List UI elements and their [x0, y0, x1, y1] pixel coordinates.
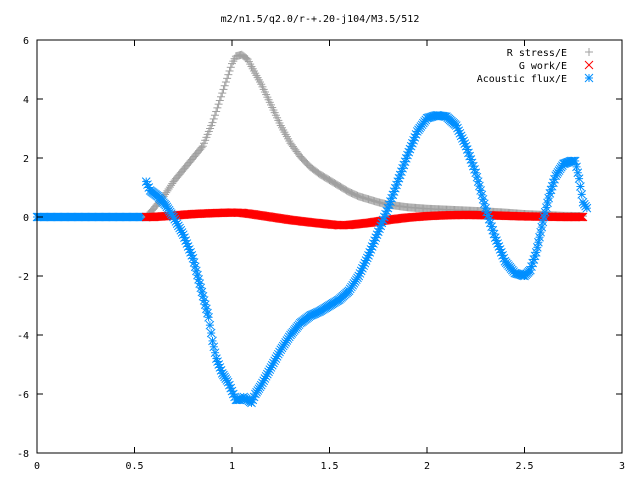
y-tick-label: -8 [17, 449, 29, 460]
r-stress-point [218, 89, 227, 98]
acoustic-flux-point [210, 348, 220, 358]
x-tick-label: 2 [424, 461, 430, 472]
x-tick-label: 3 [619, 461, 625, 472]
g-work-point [574, 212, 583, 222]
r-stress-point [224, 70, 233, 79]
g-work-point [577, 212, 587, 222]
g-work-point [576, 212, 586, 222]
r-stress-point [226, 63, 235, 72]
acoustic-flux-point [209, 342, 219, 352]
legend-marker [584, 73, 594, 83]
y-tick-label: -2 [17, 272, 29, 283]
legend-label: R stress/E [507, 48, 567, 59]
r-stress-point [221, 78, 230, 87]
x-tick-label: 0 [34, 461, 40, 472]
y-tick-label: -4 [17, 331, 29, 342]
y-tick-label: 2 [23, 154, 29, 165]
r-stress-point [208, 118, 217, 127]
acoustic-flux-point [532, 242, 542, 252]
acoustic-flux-point [534, 237, 543, 247]
series-g-work [141, 208, 588, 230]
acoustic-flux-point [205, 320, 215, 330]
chart-title: m2/n1.5/q2.0/r-+.20-j104/M3.5/512 [221, 14, 420, 25]
r-stress-point [217, 92, 226, 101]
acoustic-flux-point [535, 232, 544, 242]
zero-segment [32, 212, 151, 222]
x-tick-label: 0.5 [125, 461, 143, 472]
legend-marker [585, 48, 593, 56]
r-stress-point [223, 74, 232, 83]
series-acoustic-flux [141, 110, 592, 408]
g-work-point [578, 212, 588, 222]
acoustic-flux-point [206, 328, 216, 338]
r-stress-point [219, 85, 228, 94]
r-stress-point [213, 103, 222, 112]
g-work-point [575, 212, 584, 222]
acoustic-flux-point [537, 222, 547, 232]
r-stress-point [209, 114, 218, 123]
x-tick-label: 1 [229, 461, 235, 472]
acoustic-flux-point [572, 162, 581, 172]
acoustic-flux-point [544, 193, 554, 203]
x-tick-label: 1.5 [320, 461, 338, 472]
acoustic-flux-point [570, 156, 580, 166]
legend-label: G work/E [519, 61, 567, 72]
r-stress-point [214, 100, 223, 109]
acoustic-flux-point [531, 248, 541, 257]
acoustic-flux-point [538, 217, 548, 227]
x-tick-label: 2.5 [515, 461, 533, 472]
legend-label: Acoustic flux/E [477, 74, 567, 85]
r-stress-point [220, 81, 229, 90]
r-stress-point [197, 143, 206, 152]
r-stress-point [225, 66, 234, 75]
y-tick-label: 6 [23, 36, 29, 47]
r-stress-point [212, 107, 221, 116]
r-stress-point [215, 96, 224, 105]
ticks-layer: 0 0.5 1 1.5 2 2.5 3 6 4 2 0 -2 -4 -6 -8 [17, 36, 625, 472]
acoustic-flux-point [573, 168, 583, 178]
r-stress-point [210, 111, 219, 120]
acoustic-flux-point [204, 312, 213, 322]
y-tick-label: -6 [17, 390, 29, 401]
y-tick-label: 0 [23, 213, 29, 224]
acoustic-flux-point [528, 258, 538, 268]
acoustic-flux-point [536, 227, 546, 237]
acoustic-flux-point [574, 174, 584, 184]
acoustic-flux-point [577, 190, 587, 199]
acoustic-flux-point [208, 336, 217, 346]
legend: R stress/E G work/E Acoustic flux/E [477, 48, 594, 85]
acoustic-flux-point [582, 203, 592, 213]
y-tick-label: 4 [23, 95, 29, 106]
legend-marker [584, 60, 594, 70]
acoustic-flux-point [576, 182, 585, 191]
series-layer [32, 50, 592, 408]
acoustic-flux-point [540, 207, 550, 217]
